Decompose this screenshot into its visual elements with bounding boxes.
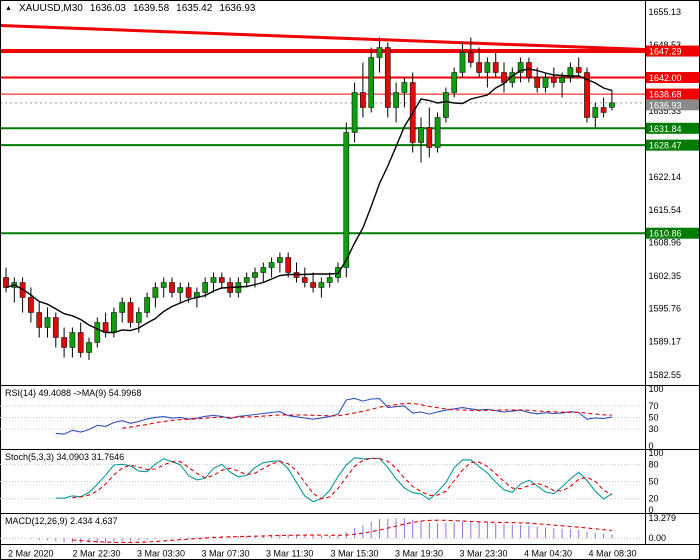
svg-text:3 Mar 15:30: 3 Mar 15:30 — [331, 549, 379, 559]
svg-text:2 Mar 22:30: 2 Mar 22:30 — [73, 549, 121, 559]
svg-text:80: 80 — [649, 459, 659, 469]
svg-text:1647.29: 1647.29 — [649, 47, 682, 57]
svg-text:1648.53: 1648.53 — [649, 40, 682, 50]
svg-text:3 Mar 07:30: 3 Mar 07:30 — [202, 549, 250, 559]
svg-text:4 Mar 08:30: 4 Mar 08:30 — [589, 549, 637, 559]
svg-text:100: 100 — [649, 384, 664, 394]
svg-text:3 Mar 03:30: 3 Mar 03:30 — [137, 549, 185, 559]
svg-text:1655.13: 1655.13 — [649, 7, 682, 17]
svg-text:2 Mar 2020: 2 Mar 2020 — [8, 549, 54, 559]
svg-text:1615.54: 1615.54 — [649, 205, 682, 215]
svg-text:20: 20 — [649, 494, 659, 504]
svg-text:0: 0 — [649, 441, 654, 451]
svg-text:100: 100 — [649, 448, 664, 458]
svg-text:1636.93: 1636.93 — [649, 100, 682, 110]
svg-text:0: 0 — [649, 505, 654, 515]
time-axis: 2 Mar 2020 2 Mar 22:30 3 Mar 03:30 3 Mar 07… — [8, 549, 637, 559]
svg-text:1589.17: 1589.17 — [649, 337, 682, 347]
candles-layer — [3, 37, 615, 360]
svg-text:30: 30 — [649, 424, 659, 434]
svg-text:1602.35: 1602.35 — [649, 271, 682, 281]
svg-text:4 Mar 04:30: 4 Mar 04:30 — [524, 549, 572, 559]
svg-text:13.279: 13.279 — [649, 513, 677, 523]
svg-text:1622.14: 1622.14 — [649, 172, 682, 182]
svg-text:1610.86: 1610.86 — [649, 229, 682, 239]
svg-text:1628.47: 1628.47 — [649, 141, 682, 151]
svg-text:3 Mar 11:30: 3 Mar 11:30 — [266, 549, 313, 559]
svg-text:1642.00: 1642.00 — [649, 73, 682, 83]
svg-text:1608.96: 1608.96 — [649, 238, 682, 248]
svg-text:0.00: 0.00 — [649, 533, 667, 543]
svg-text:3 Mar 19:30: 3 Mar 19:30 — [395, 549, 443, 559]
moving-average-layer — [5, 68, 613, 334]
svg-text:1595.76: 1595.76 — [649, 304, 682, 314]
svg-text:50: 50 — [649, 413, 659, 423]
svg-text:3 Mar 23:30: 3 Mar 23:30 — [460, 549, 508, 559]
svg-text:50: 50 — [649, 477, 659, 487]
level-lines-layer — [0, 24, 646, 235]
svg-text:70: 70 — [649, 401, 659, 411]
svg-text:1582.55: 1582.55 — [649, 370, 682, 380]
svg-text:1638.68: 1638.68 — [649, 90, 682, 100]
svg-text:1631.84: 1631.84 — [649, 124, 682, 134]
svg-text:1635.33: 1635.33 — [649, 106, 682, 116]
